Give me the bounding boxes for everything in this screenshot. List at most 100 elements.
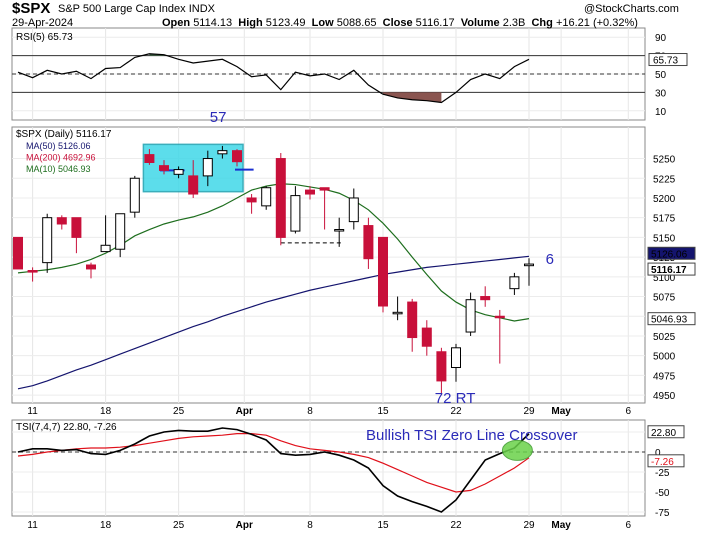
- rsi-tick-label: 10: [655, 107, 667, 118]
- price-x-tick: 29: [523, 406, 535, 417]
- tsi-tick-label: 0: [655, 448, 661, 459]
- tsi-signal-line: [17, 433, 530, 493]
- candle-body: [13, 236, 23, 270]
- candle-body: [305, 189, 315, 195]
- legend-ma200: MA(200) 4692.96: [26, 153, 96, 163]
- price-value-tag: [647, 262, 696, 276]
- price-tick-label: 5225: [653, 174, 676, 185]
- price-tick-label: 5175: [653, 214, 676, 225]
- tsi-x-tick: 25: [173, 520, 185, 531]
- candle-body: [56, 217, 67, 225]
- tsi-annotation: Bullish TSI Zero Line Crossover: [366, 427, 577, 444]
- tsi-line: [17, 427, 530, 513]
- annotation-72rt: 72 RT: [435, 390, 476, 407]
- ma10-line: [17, 183, 530, 322]
- candle-body: [348, 197, 359, 223]
- price-x-tick: 18: [100, 406, 112, 417]
- tsi-x-tick: 8: [307, 520, 313, 531]
- price-x-tick: 22: [450, 406, 462, 417]
- price-x-tick: Apr: [236, 406, 253, 417]
- tsi-x-tick: 11: [27, 520, 38, 531]
- rsi-oversold-fill: [383, 92, 442, 103]
- candle-body: [275, 158, 286, 238]
- candle-body: [319, 187, 330, 191]
- candle-body: [378, 236, 388, 307]
- header-date: 29-Apr-2024: [12, 17, 74, 29]
- price-x-tick: 25: [173, 406, 185, 417]
- tsi-value-tag: [647, 425, 685, 439]
- candle-body: [392, 311, 403, 315]
- price-tick-label: 5150: [653, 233, 676, 244]
- candle-body: [159, 165, 169, 171]
- tsi-tick-label: -25: [655, 468, 670, 479]
- tsi-x-tick: 22: [450, 520, 462, 531]
- tsi-panel: TSI(7,4,7) 22.80, -7.26 Bullish TSI Zero …: [12, 422, 645, 513]
- candle-body: [86, 264, 96, 270]
- rsi-value-text: 65.73: [653, 56, 678, 67]
- tsi-x-tick: 15: [377, 520, 389, 531]
- rsi-tick-label: 50: [655, 70, 667, 81]
- tsi-tick-label: -50: [655, 488, 670, 499]
- legend-ma50: MA(50) 5126.06: [26, 141, 91, 151]
- tsi-value-tag: [647, 454, 685, 468]
- tsi-label: TSI(7,4,7) 22.80, -7.26: [16, 422, 117, 433]
- tsi-x-tick: 29: [523, 520, 535, 531]
- candle-body: [202, 158, 213, 177]
- rsi-panel: RSI(5) 65.73: [12, 32, 645, 112]
- tsi-x-tick: May: [551, 520, 571, 531]
- candle-body: [115, 213, 126, 250]
- header-symbol: $SPX: [12, 0, 51, 17]
- rsi-label: RSI(5) 65.73: [16, 32, 73, 43]
- price-value-text: 5126.06: [651, 249, 688, 260]
- price-x-tick: 8: [307, 406, 313, 417]
- candle-body: [363, 225, 374, 260]
- candle-body: [436, 351, 447, 382]
- price-tick-label: 4950: [653, 391, 676, 402]
- tsi-x-tick: 6: [625, 520, 631, 531]
- rsi-value-tag: [648, 53, 688, 67]
- price-tick-label: 5100: [653, 273, 676, 284]
- price-x-tick: 6: [625, 406, 631, 417]
- candle-body: [100, 244, 111, 253]
- candle-body: [144, 154, 155, 163]
- candle-body: [217, 150, 228, 155]
- price-frame: [11, 126, 646, 404]
- candle-body: [480, 296, 491, 301]
- candle-body: [188, 175, 199, 195]
- tsi-x-tick: Apr: [236, 520, 253, 531]
- candle-body: [129, 177, 140, 213]
- price-tick-label: 4975: [653, 371, 676, 382]
- rsi-tick-label: 30: [655, 88, 667, 99]
- legend-ma10: MA(10) 5046.93: [26, 164, 91, 174]
- annotation-57: 57: [210, 109, 227, 126]
- price-label: $SPX (Daily) 5116.17: [16, 129, 112, 140]
- price-tick-label: 5200: [653, 194, 676, 205]
- header-name: S&P 500 Large Cap Index INDX: [58, 3, 215, 15]
- header-ohlc: Open 5114.13 High 5123.49 Low 5088.65 Cl…: [162, 17, 638, 29]
- candle-body: [421, 327, 432, 347]
- price-value-text: 5116.17: [651, 265, 687, 276]
- candle-body: [290, 195, 301, 232]
- price-value-text: 5046.93: [651, 315, 688, 326]
- tsi-x-tick: 18: [100, 520, 112, 531]
- price-value-tag: [647, 246, 696, 260]
- candle-body: [232, 150, 242, 163]
- tsi-value-text: 22.80: [651, 428, 676, 439]
- axes: 907050301065.735250522552005175515051255…: [27, 33, 696, 531]
- watermark: @StockCharts.com: [584, 3, 679, 15]
- rsi-line: [17, 53, 530, 104]
- candle-body: [42, 217, 53, 264]
- price-x-tick: 11: [27, 406, 38, 417]
- tsi-value-text: -7.26: [651, 457, 674, 468]
- candle-body: [71, 217, 82, 238]
- candle-body: [524, 263, 534, 267]
- candle-body: [494, 315, 505, 319]
- rsi-tick-label: 90: [655, 33, 667, 44]
- candle-body: [509, 276, 520, 290]
- candle-body: [261, 187, 272, 207]
- price-tick-label: 5000: [653, 352, 676, 363]
- price-x-tick: 15: [377, 406, 389, 417]
- price-tick-label: 5250: [653, 155, 676, 166]
- price-value-tag: [647, 312, 696, 326]
